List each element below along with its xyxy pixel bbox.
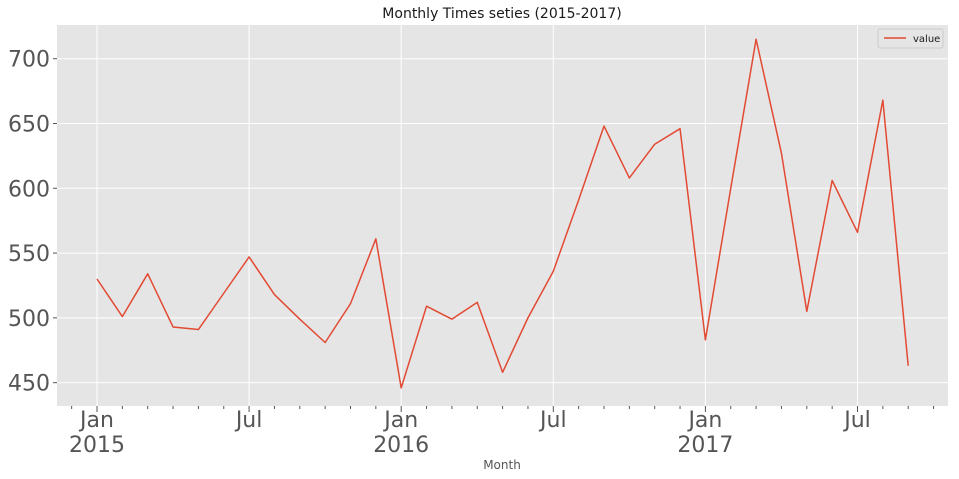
series-lines [96,38,909,389]
x-tick-label-month: Jul [842,408,871,433]
y-tick-label: 550 [8,242,50,267]
legend: value [877,28,944,49]
x-tick-label-year: 2016 [373,433,429,458]
y-tick-label: 700 [8,48,50,73]
minor-ticks [71,406,935,409]
x-tick-label-year: 2015 [69,433,125,458]
legend-label: value [913,34,940,45]
x-tick-label-month: Jul [538,408,567,433]
x-axis-label: Month [483,458,521,472]
x-tick-label-month: Jul [234,408,263,433]
y-tick-label: 650 [8,112,50,137]
y-tick-label: 450 [8,372,50,397]
x-tick-label-month: Jan [686,408,722,433]
plot-area [57,25,948,406]
x-tick-label-month: Jan [382,408,418,433]
series-line-value [96,38,909,389]
legend-box [877,28,944,49]
y-tick-label: 600 [8,177,50,202]
x-tick-label-year: 2017 [677,433,733,458]
grid [57,25,948,406]
y-tick-label: 500 [8,307,50,332]
chart-title: Monthly Times seties (2015-2017) [382,6,621,22]
y-axis: 450 500 550 600 650 700 [8,48,57,397]
x-tick-label-month: Jan [78,408,114,433]
